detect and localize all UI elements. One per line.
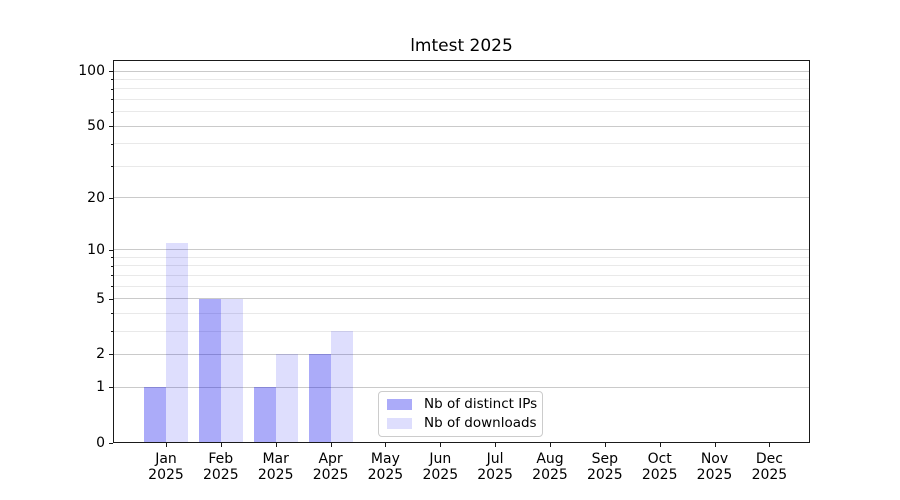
legend-label-distinct-ips: Nb of distinct IPs: [424, 396, 538, 412]
bar-downloads-apr: [330, 331, 353, 442]
y-minor-tick-mark: [111, 143, 113, 145]
x-tick-label-jul: Jul 2025: [477, 451, 513, 483]
gridline-major: [114, 197, 809, 199]
x-tick-mark: [440, 443, 442, 447]
gridline-minor: [114, 312, 809, 314]
y-tick-label: 2: [96, 346, 105, 363]
y-tick-label: 5: [96, 290, 105, 307]
x-tick-mark: [604, 443, 606, 447]
gridline-minor: [114, 165, 809, 167]
y-tick-label: 0: [96, 435, 105, 451]
gridline-major: [114, 353, 809, 355]
x-tick-label-jan: Jan 2025: [148, 451, 184, 483]
legend-swatch-distinct-ips: [387, 399, 412, 410]
x-tick-mark: [550, 443, 551, 447]
x-tick-mark: [385, 443, 387, 447]
x-tick-mark: [495, 443, 497, 447]
x-tick-label-sep: Sep 2025: [586, 451, 623, 483]
y-tick-mark: [109, 249, 113, 251]
y-minor-tick-mark: [111, 275, 113, 277]
y-tick-mark: [109, 443, 113, 444]
bar-distinct-ips-apr: [308, 354, 331, 442]
x-tick-label-oct: Oct 2025: [641, 451, 678, 483]
y-minor-tick-mark: [111, 88, 113, 90]
gridline-major: [114, 70, 809, 72]
x-tick-mark: [769, 443, 771, 447]
y-minor-tick-mark: [111, 331, 113, 333]
gridline-major: [114, 298, 809, 300]
bar-distinct-ips-jan: [144, 387, 166, 442]
gridline-major: [114, 125, 809, 127]
gridline-minor: [114, 111, 809, 113]
y-tick-mark: [109, 126, 113, 128]
gridline-minor: [114, 98, 809, 100]
y-tick-label: 20: [87, 189, 105, 206]
y-tick-label: 1: [96, 379, 105, 396]
gridline-minor: [114, 274, 809, 276]
gridline-minor: [114, 88, 809, 90]
y-tick-label: 10: [87, 241, 105, 258]
gridline-minor: [114, 265, 809, 267]
x-tick-label-feb: Feb 2025: [202, 451, 239, 483]
x-tick-mark: [659, 443, 661, 447]
gridline-minor: [114, 143, 809, 145]
y-tick-mark: [109, 197, 113, 199]
plot-area: [113, 60, 810, 443]
legend: Nb of distinct IPs Nb of downloads: [378, 391, 543, 437]
bar-downloads-mar: [275, 354, 298, 442]
x-tick-label-mar: Mar 2025: [257, 451, 294, 483]
legend-item-downloads: Nb of downloads: [387, 415, 537, 431]
x-tick-label-dec: Dec 2025: [751, 451, 788, 483]
chart-title: lmtest 2025: [410, 36, 513, 56]
x-tick-mark: [275, 443, 277, 447]
bar-downloads-feb: [220, 298, 243, 442]
y-tick-label: 100: [78, 63, 105, 79]
y-tick-mark: [109, 71, 113, 72]
legend-swatch-downloads: [387, 418, 412, 429]
legend-label-downloads: Nb of downloads: [424, 415, 537, 431]
x-tick-mark: [714, 443, 716, 447]
y-minor-tick-mark: [111, 79, 113, 81]
y-minor-tick-mark: [111, 286, 113, 288]
y-minor-tick-mark: [111, 99, 113, 101]
x-tick-mark: [166, 443, 167, 447]
x-tick-label-nov: Nov 2025: [696, 451, 733, 483]
y-minor-tick-mark: [111, 111, 113, 113]
x-tick-label-apr: Apr 2025: [312, 451, 349, 483]
y-minor-tick-mark: [111, 265, 113, 267]
y-minor-tick-mark: [111, 257, 113, 259]
gridline-minor: [114, 285, 809, 287]
x-tick-label-aug: Aug 2025: [532, 451, 568, 483]
x-tick-mark: [220, 443, 222, 447]
bar-distinct-ips-feb: [198, 298, 221, 442]
x-tick-mark: [330, 443, 332, 447]
gridline-minor: [114, 330, 809, 332]
y-tick-mark: [109, 354, 113, 356]
gridline-major: [114, 249, 809, 251]
bar-downloads-jan: [166, 242, 188, 442]
x-tick-label-may: May 2025: [367, 451, 404, 483]
y-minor-tick-mark: [111, 166, 113, 168]
legend-item-distinct-ips: Nb of distinct IPs: [387, 396, 538, 412]
gridline-minor: [114, 78, 809, 80]
x-tick-label-jun: Jun 2025: [422, 451, 459, 483]
y-tick-mark: [109, 387, 113, 389]
bar-distinct-ips-mar: [253, 387, 276, 442]
y-tick-label: 50: [87, 118, 105, 135]
y-tick-mark: [109, 298, 113, 300]
gridline-minor: [114, 256, 809, 258]
y-minor-tick-mark: [111, 313, 113, 315]
gridline-major: [114, 386, 809, 388]
